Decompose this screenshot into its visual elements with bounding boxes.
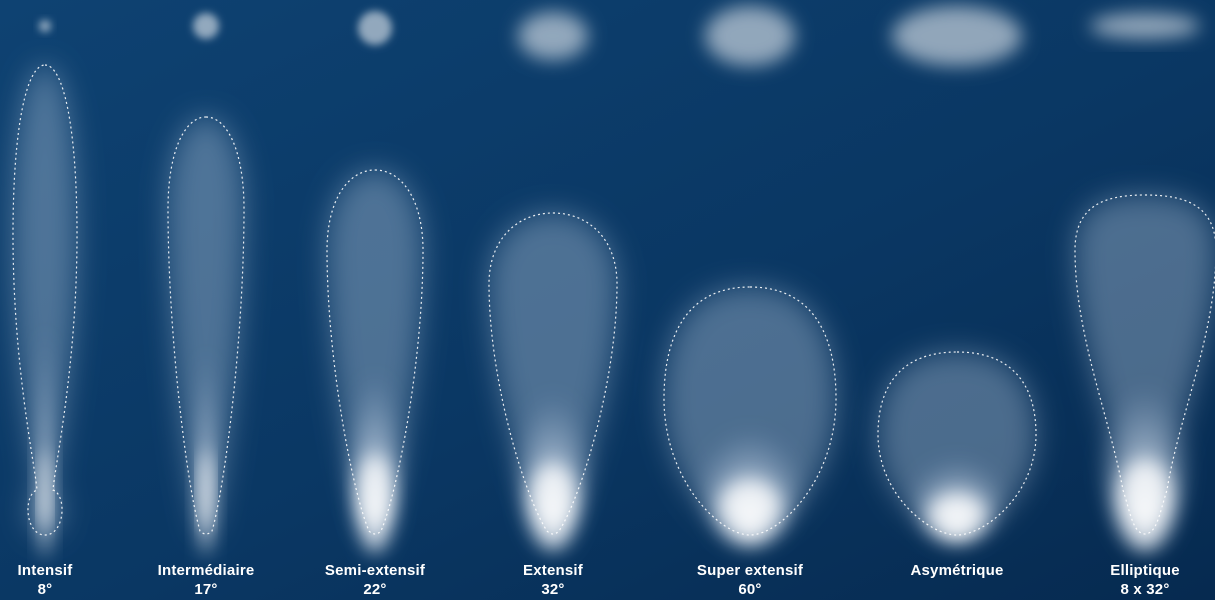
beam-label-asymetrique: Asymétrique bbox=[910, 561, 1003, 580]
light-spot-super-extensif bbox=[705, 6, 795, 66]
beam-hotspot-asymetrique bbox=[930, 494, 984, 532]
beam-angle: 8° bbox=[37, 581, 53, 598]
beam-angle: 22° bbox=[363, 581, 387, 598]
beam-angle: 17° bbox=[194, 581, 218, 598]
beam-name: Intensif bbox=[17, 562, 73, 579]
beam-hotspot-intensif bbox=[40, 450, 50, 530]
beam-outline-extensif bbox=[488, 212, 618, 535]
beam-angle: 60° bbox=[738, 581, 762, 598]
beam-name: Elliptique bbox=[1110, 562, 1180, 579]
beam-label-elliptique: Elliptique 8 x 32° bbox=[1110, 561, 1180, 599]
beam-hotspot-intermediaire bbox=[200, 450, 212, 530]
light-spot-asymetrique bbox=[892, 6, 1022, 66]
beam-outline-intensif bbox=[12, 64, 78, 536]
light-spot-semi-extensif bbox=[358, 11, 392, 45]
beam-angle: 32° bbox=[541, 581, 565, 598]
beam-outline-semi-extensif bbox=[326, 169, 424, 535]
beam-label-semi-extensif: Semi-extensif 22° bbox=[325, 561, 425, 599]
beam-label-extensif: Extensif 32° bbox=[523, 561, 583, 599]
beam-label-super-extensif: Super extensif 60° bbox=[697, 561, 803, 599]
beam-label-intermediaire: Intermédiaire 17° bbox=[158, 561, 255, 599]
beam-name: Semi-extensif bbox=[324, 562, 426, 579]
light-spot-intermediaire bbox=[193, 13, 219, 39]
beam-angle: 8 x 32° bbox=[1120, 581, 1170, 598]
beam-hotspot-semi-extensif bbox=[358, 454, 392, 528]
light-spot-extensif bbox=[518, 12, 588, 60]
beam-name: Asymétrique bbox=[910, 562, 1004, 579]
light-spot-elliptique bbox=[1090, 13, 1200, 39]
beam-hotspot-super-extensif bbox=[720, 480, 780, 531]
beam-hotspot-extensif bbox=[531, 464, 575, 529]
beam-outline-elliptique bbox=[1074, 194, 1215, 535]
beam-name: Extensif bbox=[523, 562, 583, 579]
beam-name: Super extensif bbox=[696, 562, 804, 579]
beam-hotspot-elliptique bbox=[1119, 460, 1171, 529]
beam-label-intensif: Intensif 8° bbox=[18, 561, 73, 599]
beam-name: Intermédiaire bbox=[157, 562, 255, 579]
light-spot-intensif bbox=[39, 20, 51, 32]
